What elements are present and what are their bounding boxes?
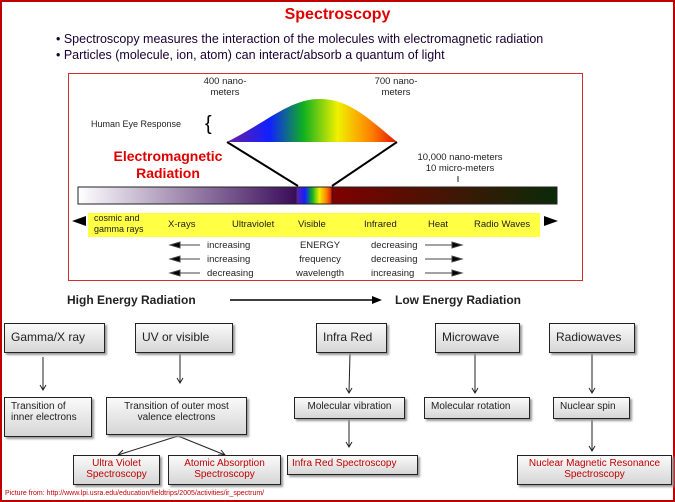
technique-uv: Ultra Violet Spectroscopy bbox=[73, 455, 160, 485]
band-xrays: X-rays bbox=[168, 219, 196, 230]
direction-arrows bbox=[168, 241, 464, 277]
slide-title: Spectroscopy bbox=[284, 6, 391, 23]
bullet-1: • Spectroscopy measures the interaction … bbox=[56, 32, 544, 46]
high-energy-label: High Energy Radiation bbox=[67, 293, 196, 307]
label-10000nm: 10,000 nano-meters bbox=[417, 152, 503, 163]
header-gamma-xray: Gamma/X ray bbox=[4, 323, 105, 353]
row-frequency-right: decreasing bbox=[371, 254, 418, 265]
effect-molecular-rotation: Molecular rotation bbox=[424, 397, 530, 419]
row-energy: ENERGY bbox=[299, 240, 341, 251]
band-heat: Heat bbox=[428, 219, 449, 230]
arrow-left-icon bbox=[72, 216, 86, 226]
row-energy-left: increasing bbox=[207, 240, 251, 251]
technique-nmr: Nuclear Magnetic Resonance Spectroscopy bbox=[517, 455, 672, 485]
row-wavelength: wavelength bbox=[295, 268, 345, 279]
row-wavelength-right: increasing bbox=[371, 268, 415, 279]
zoom-line-left bbox=[226, 141, 299, 187]
header-microwave: Microwave bbox=[435, 323, 520, 353]
header-radiowaves: Radiowaves bbox=[549, 323, 635, 353]
zoom-line-right bbox=[331, 141, 398, 187]
band-gamma: cosmic and gamma rays bbox=[94, 213, 144, 234]
low-energy-label: Low Energy Radiation bbox=[395, 293, 522, 307]
technique-aas: Atomic Absorption Spectroscopy bbox=[168, 455, 281, 485]
effect-nuclear-spin: Nuclear spin bbox=[553, 397, 630, 419]
eye-response-curve bbox=[227, 99, 397, 142]
brace: { bbox=[205, 113, 212, 135]
visible-bar bbox=[295, 186, 333, 205]
label-400nm: 400 nano- bbox=[203, 76, 247, 87]
em-label: Electromagnetic bbox=[113, 148, 223, 164]
label-700nm: 700 nano- bbox=[374, 76, 418, 87]
band-uv: Ultraviolet bbox=[232, 219, 275, 230]
human-eye-label: Human Eye Response bbox=[91, 119, 182, 129]
band-infrared: Infrared bbox=[364, 219, 397, 230]
uv-bar bbox=[77, 186, 297, 205]
picture-credit: Picture from: http://www.lpi.usra.edu/ed… bbox=[5, 490, 265, 497]
row-frequency-left: increasing bbox=[207, 254, 251, 265]
row-energy-right: decreasing bbox=[371, 240, 418, 251]
arrow-right-icon bbox=[544, 216, 558, 226]
effect-inner-electrons: Transition of inner electrons bbox=[4, 397, 92, 437]
band-visible: Visible bbox=[298, 219, 326, 230]
band-radio: Radio Waves bbox=[474, 219, 531, 230]
flow-arrows bbox=[39, 352, 596, 457]
effect-valence-electrons: Transition of outer most valence electro… bbox=[106, 397, 247, 435]
header-infrared: Infra Red bbox=[316, 323, 387, 353]
technique-ir: Infra Red Spectroscopy bbox=[287, 455, 418, 475]
spectrum-figure bbox=[68, 73, 583, 281]
ir-bar bbox=[331, 186, 558, 205]
row-frequency: frequency bbox=[299, 254, 341, 265]
header-uv-visible: UV or visible bbox=[135, 323, 233, 353]
bullet-2: • Particles (molecule, ion, atom) can in… bbox=[56, 48, 445, 62]
effect-molecular-vibration: Molecular vibration bbox=[294, 397, 405, 419]
row-wavelength-left: decreasing bbox=[207, 268, 254, 279]
band-highlight bbox=[88, 213, 540, 237]
